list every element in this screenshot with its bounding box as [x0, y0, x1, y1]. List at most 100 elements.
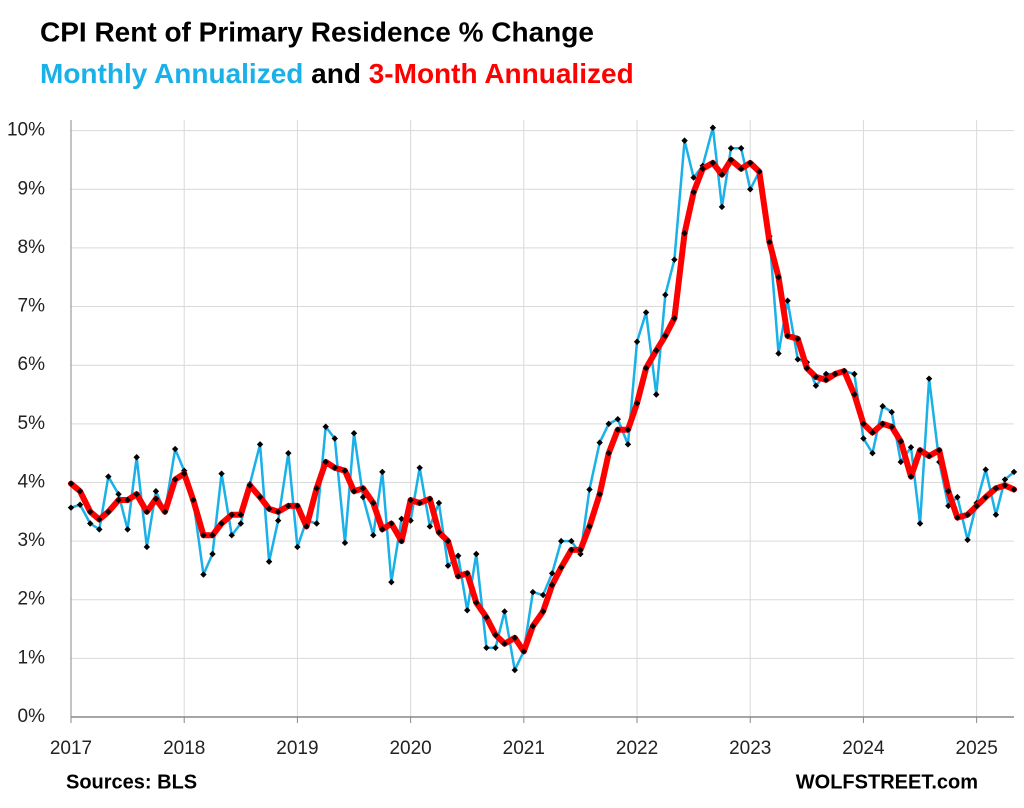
- data-marker: [727, 156, 735, 164]
- data-marker: [869, 429, 876, 436]
- data-marker: [143, 508, 151, 515]
- data-marker: [888, 408, 895, 416]
- data-marker: [879, 403, 886, 410]
- data-marker: [633, 338, 641, 345]
- data-marker: [662, 291, 669, 299]
- data-marker: [209, 550, 216, 558]
- data-marker: [690, 174, 697, 181]
- data-marker: [614, 426, 621, 433]
- data-marker: [237, 520, 245, 527]
- data-marker: [313, 485, 320, 492]
- data-marker: [303, 523, 310, 530]
- data-marker: [699, 165, 706, 172]
- data-marker: [483, 614, 490, 621]
- data-marker: [370, 499, 377, 507]
- data-marker: [747, 159, 754, 167]
- data-marker: [794, 356, 801, 363]
- data-marker: [341, 539, 349, 547]
- data-marker: [557, 537, 565, 545]
- data-marker: [642, 309, 650, 316]
- x-tick-label: 2019: [276, 738, 318, 759]
- y-tick-label: 1%: [18, 647, 46, 668]
- data-marker: [982, 466, 989, 473]
- y-tick-label: 4%: [18, 471, 46, 492]
- data-marker: [737, 145, 745, 152]
- data-marker: [568, 537, 575, 545]
- data-marker: [775, 350, 782, 357]
- data-marker: [718, 171, 726, 178]
- data-marker: [662, 332, 669, 340]
- data-marker: [115, 490, 122, 498]
- data-marker: [784, 297, 791, 304]
- data-marker: [256, 441, 264, 448]
- data-marker: [246, 482, 254, 489]
- data-marker: [548, 581, 556, 589]
- data-marker: [624, 441, 632, 448]
- data-marker: [690, 189, 697, 196]
- data-marker: [161, 508, 169, 515]
- y-tick-label: 8%: [18, 237, 46, 258]
- x-tick-label: 2022: [616, 738, 658, 759]
- data-marker: [925, 452, 933, 460]
- data-marker: [294, 543, 301, 551]
- data-marker: [794, 335, 801, 343]
- data-marker: [398, 537, 405, 545]
- data-marker: [416, 464, 423, 472]
- data-marker: [143, 543, 151, 551]
- data-marker: [529, 588, 537, 596]
- data-marker: [274, 508, 282, 515]
- data-marker: [812, 373, 820, 381]
- data-marker: [200, 532, 207, 539]
- y-tick-label: 0%: [18, 706, 46, 727]
- data-marker: [945, 488, 952, 495]
- data-marker: [605, 420, 612, 428]
- data-marker: [294, 502, 301, 510]
- data-marker: [851, 391, 858, 398]
- data-marker: [96, 516, 103, 523]
- data-marker: [218, 520, 225, 527]
- data-marker: [407, 496, 414, 504]
- data-marker: [916, 520, 924, 527]
- x-tick-label: 2021: [503, 738, 545, 759]
- data-marker: [1010, 468, 1018, 476]
- data-marker: [520, 648, 528, 655]
- data-marker: [454, 552, 462, 559]
- data-marker: [539, 608, 547, 615]
- data-marker: [285, 449, 292, 457]
- data-marker: [624, 426, 632, 433]
- data-marker: [473, 550, 480, 558]
- data-marker: [105, 473, 112, 480]
- data-marker: [76, 501, 84, 508]
- data-marker: [907, 444, 915, 451]
- data-marker: [67, 504, 75, 511]
- data-marker: [473, 599, 480, 606]
- x-tick-label: 2023: [729, 738, 771, 759]
- legend-entry: 3-Month Annualized: [369, 58, 634, 89]
- data-marker: [96, 526, 103, 533]
- subtitle-connector: and: [311, 58, 361, 89]
- data-marker: [152, 495, 160, 503]
- data-marker: [435, 499, 443, 507]
- chart-title: CPI Rent of Primary Residence % Change: [40, 16, 594, 47]
- data-marker: [596, 439, 603, 446]
- data-marker: [256, 493, 264, 501]
- data-marker: [586, 486, 593, 493]
- data-marker: [803, 364, 811, 372]
- data-marker: [350, 430, 358, 437]
- data-marker: [954, 514, 961, 521]
- data-marker: [737, 165, 745, 172]
- data-marker: [398, 515, 405, 523]
- data-marker: [379, 526, 386, 533]
- data-marker: [426, 523, 434, 530]
- data-marker: [1010, 486, 1018, 493]
- data-marker: [671, 315, 678, 322]
- data-marker: [331, 464, 338, 472]
- data-marker: [964, 511, 971, 518]
- data-marker: [228, 532, 235, 539]
- data-marker: [897, 438, 904, 445]
- data-marker: [897, 458, 904, 466]
- data-marker: [200, 571, 207, 578]
- data-marker: [181, 470, 188, 477]
- data-marker: [454, 573, 462, 580]
